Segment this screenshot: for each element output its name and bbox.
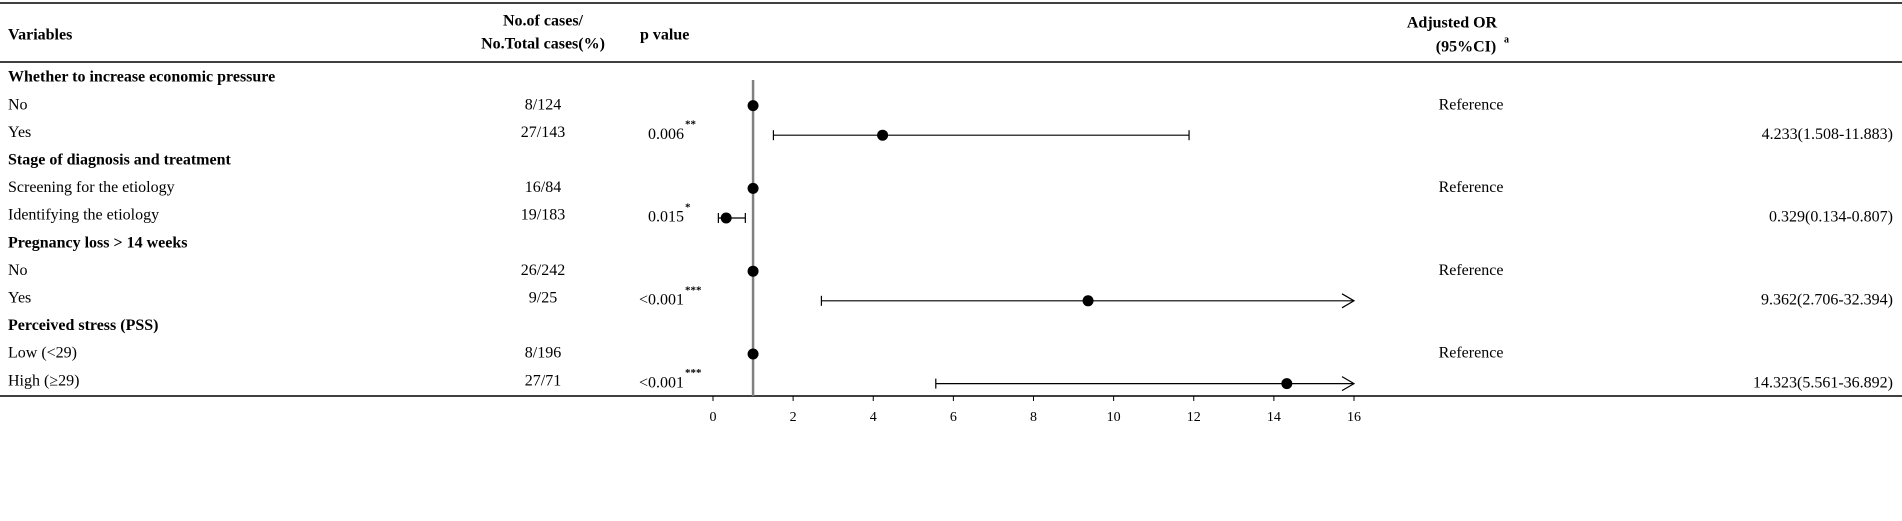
x-tick-label: 2 bbox=[790, 410, 797, 425]
header-or: (95%CI) bbox=[1436, 39, 1496, 56]
x-tick-label: 10 bbox=[1107, 410, 1121, 425]
row-label: Screening for the etiology bbox=[8, 179, 175, 196]
or-point bbox=[1281, 378, 1293, 390]
row-label: Low (<29) bbox=[8, 345, 77, 362]
row-cases: 27/71 bbox=[525, 372, 561, 389]
header-variables: Variables bbox=[8, 27, 72, 44]
ci-arrow bbox=[1341, 376, 1356, 392]
or-point bbox=[747, 348, 759, 360]
row-cases: 8/124 bbox=[525, 96, 561, 113]
or-point bbox=[877, 129, 889, 141]
p-significance: *** bbox=[685, 367, 702, 379]
reference-label: Reference bbox=[1439, 262, 1504, 279]
p-value: <0.001 bbox=[639, 291, 684, 308]
x-tick-label: 12 bbox=[1187, 410, 1201, 425]
or-point bbox=[747, 182, 759, 194]
reference-label: Reference bbox=[1439, 96, 1504, 113]
group-title: Whether to increase economic pressure bbox=[8, 69, 275, 86]
row-cases: 9/25 bbox=[529, 289, 557, 306]
ci-arrow bbox=[1341, 293, 1356, 309]
x-tick-label: 16 bbox=[1347, 410, 1361, 425]
header-cases: No.of cases/ bbox=[503, 13, 584, 30]
header-cases: No.Total cases(%) bbox=[481, 36, 605, 53]
or-point bbox=[747, 265, 759, 277]
or-label: 0.329(0.134-0.807) bbox=[1769, 209, 1893, 226]
or-label: 4.233(1.508-11.883) bbox=[1762, 126, 1893, 143]
row-cases: 26/242 bbox=[521, 262, 565, 279]
p-significance: ** bbox=[685, 119, 697, 131]
row-label: Identifying the etiology bbox=[8, 207, 159, 224]
reference-label: Reference bbox=[1439, 179, 1504, 196]
row-label: No bbox=[8, 96, 28, 113]
row-cases: 19/183 bbox=[521, 207, 565, 224]
header-p: p value bbox=[640, 27, 689, 44]
x-tick-label: 6 bbox=[950, 410, 957, 425]
header-or: Adjusted OR bbox=[1407, 15, 1498, 32]
or-point bbox=[1082, 295, 1094, 307]
p-significance: * bbox=[685, 202, 691, 214]
reference-label: Reference bbox=[1439, 345, 1504, 362]
x-tick-label: 8 bbox=[1030, 410, 1037, 425]
or-point bbox=[720, 212, 732, 224]
row-label: High (≥29) bbox=[8, 372, 79, 389]
group-title: Pregnancy loss > 14 weeks bbox=[8, 234, 187, 251]
or-label: 14.323(5.561-36.892) bbox=[1753, 374, 1893, 391]
p-value: 0.015 bbox=[648, 209, 684, 226]
or-label: 9.362(2.706-32.394) bbox=[1761, 291, 1893, 308]
row-cases: 27/143 bbox=[521, 124, 565, 141]
group-title: Stage of diagnosis and treatment bbox=[8, 151, 231, 168]
p-significance: *** bbox=[685, 284, 702, 296]
x-tick-label: 4 bbox=[870, 410, 877, 425]
p-value: 0.006 bbox=[648, 126, 684, 143]
x-tick-label: 0 bbox=[710, 410, 717, 425]
row-label: Yes bbox=[8, 124, 31, 141]
row-cases: 16/84 bbox=[525, 179, 561, 196]
p-value: <0.001 bbox=[639, 374, 684, 391]
row-label: No bbox=[8, 262, 28, 279]
group-title: Perceived stress (PSS) bbox=[8, 317, 158, 334]
row-label: Yes bbox=[8, 289, 31, 306]
header-or-superscript: a bbox=[1504, 34, 1509, 45]
or-point bbox=[747, 100, 759, 112]
row-cases: 8/196 bbox=[525, 345, 561, 362]
x-tick-label: 14 bbox=[1267, 410, 1281, 425]
